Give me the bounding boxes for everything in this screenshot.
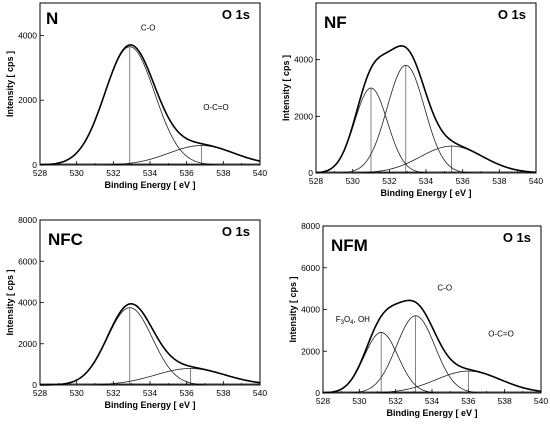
annotation-part: F: [336, 315, 341, 324]
plot-frame: [315, 2, 537, 174]
panel-nf: 528 530 532 534 536 538 540 0 2000 4000 Binding En…: [281, 2, 543, 198]
x-axis-title: Binding Energy [ eV ]: [104, 400, 195, 410]
y-tick-label: 2000: [18, 95, 37, 105]
envelope-curve: [322, 299, 542, 394]
panel-label: NF: [324, 13, 347, 32]
x-tick-label: 540: [529, 176, 543, 186]
y-axis-title: Intensity [ cps ]: [281, 55, 291, 121]
panel-nfc: 528 530 532 534 536 538 540 0 2000 4000 6000 8000 Bi…: [5, 215, 267, 410]
y-tick-label: 2000: [294, 111, 313, 121]
core-level-label: O 1s: [222, 7, 250, 22]
peak-annotation: O-C=O: [203, 103, 229, 112]
x-axis-title: Binding Energy [ eV ]: [380, 188, 471, 198]
x-tick-label: 528: [316, 396, 330, 406]
core-level-label: O 1s: [222, 224, 250, 239]
x-tick-label: 540: [253, 388, 267, 398]
x-tick-label: 532: [382, 176, 396, 186]
x-tick-label: 530: [346, 176, 360, 186]
x-axis: 528 530 532 534 536 538 540: [33, 161, 267, 178]
panel-nfm: 528 530 532 534 536 538 540 0 2000 4000 6000 8000 Bi…: [288, 221, 548, 418]
y-tick-label: 2000: [18, 339, 37, 349]
subscript: 4: [350, 320, 354, 326]
y-tick-label: 2000: [301, 346, 320, 356]
y-tick-label: 0: [32, 380, 37, 390]
curves: [315, 45, 537, 174]
y-tick-label: 0: [308, 168, 313, 178]
y-tick-label: 0: [32, 160, 37, 170]
component-peak: [40, 307, 260, 386]
peak-annotation: C-O: [437, 284, 452, 293]
x-tick-label: 538: [216, 388, 230, 398]
x-tick-label: 536: [180, 168, 194, 178]
x-tick-label: 538: [498, 396, 512, 406]
x-tick-label: 536: [456, 176, 470, 186]
core-level-label: O 1s: [503, 230, 531, 245]
peak-annotation: F3O4, OH: [336, 315, 370, 326]
curves: [39, 44, 261, 166]
envelope-curve: [39, 303, 261, 386]
curves: [322, 299, 542, 394]
x-tick-label: 532: [106, 388, 120, 398]
x-tick-label: 534: [143, 168, 157, 178]
x-tick-label: 534: [425, 396, 439, 406]
x-tick-label: 530: [352, 396, 366, 406]
subscript: 3: [341, 320, 345, 326]
y-tick-label: 6000: [301, 263, 320, 273]
panel-label: NFM: [331, 236, 368, 255]
core-level-label: O 1s: [498, 7, 526, 22]
x-axis-title: Binding Energy [ eV ]: [104, 180, 195, 190]
x-tick-label: 534: [143, 388, 157, 398]
x-tick-label: 528: [309, 176, 323, 186]
x-tick-label: 540: [253, 168, 267, 178]
y-axis-title: Intensity [ cps ]: [5, 269, 15, 335]
annotation-part: O: [344, 315, 350, 324]
y-tick-label: 8000: [18, 215, 37, 225]
x-tick-label: 532: [389, 396, 403, 406]
envelope-curve: [315, 45, 537, 174]
x-tick-label: 530: [70, 168, 84, 178]
x-tick-label: 530: [70, 388, 84, 398]
peak-annotation: O-C=O: [488, 330, 514, 339]
x-tick-label: 528: [33, 168, 47, 178]
x-tick-label: 538: [216, 168, 230, 178]
x-tick-label: 540: [534, 396, 548, 406]
y-tick-label: 4000: [18, 30, 37, 40]
x-tick-label: 534: [419, 176, 433, 186]
curves: [39, 303, 261, 386]
panel-n: 528 530 532 534 536 538 540 0 2000 4000 Binding En…: [5, 2, 267, 190]
component-peak: [316, 145, 537, 174]
y-axis-title: Intensity [ cps ]: [288, 276, 298, 342]
component-peak: [315, 87, 536, 174]
peak-annotation: C-O: [141, 24, 156, 33]
y-tick-label: 6000: [18, 256, 37, 266]
x-tick-label: 538: [492, 176, 506, 186]
y-axis: 0 2000 4000 6000 8000: [301, 221, 327, 398]
y-tick-label: 4000: [18, 298, 37, 308]
y-tick-label: 4000: [294, 55, 313, 65]
y-tick-label: 4000: [301, 305, 320, 315]
panel-label: N: [46, 9, 58, 28]
component-peak: [316, 64, 536, 174]
y-tick-label: 0: [315, 388, 320, 398]
annotation-part: , OH: [354, 315, 371, 324]
x-axis-title: Binding Energy [ eV ]: [386, 408, 477, 418]
y-axis-title: Intensity [ cps ]: [5, 51, 15, 117]
panel-label: NFC: [48, 230, 83, 249]
component-peak: [322, 332, 541, 394]
x-tick-label: 536: [180, 388, 194, 398]
envelope-curve: [39, 44, 261, 166]
x-tick-label: 528: [33, 388, 47, 398]
x-axis: 528 530 532 534 536 538 540: [316, 389, 548, 406]
y-tick-label: 8000: [301, 221, 320, 231]
x-tick-label: 532: [106, 168, 120, 178]
x-tick-label: 536: [461, 396, 475, 406]
x-axis: 528 530 532 534 536 538 540: [309, 169, 543, 186]
